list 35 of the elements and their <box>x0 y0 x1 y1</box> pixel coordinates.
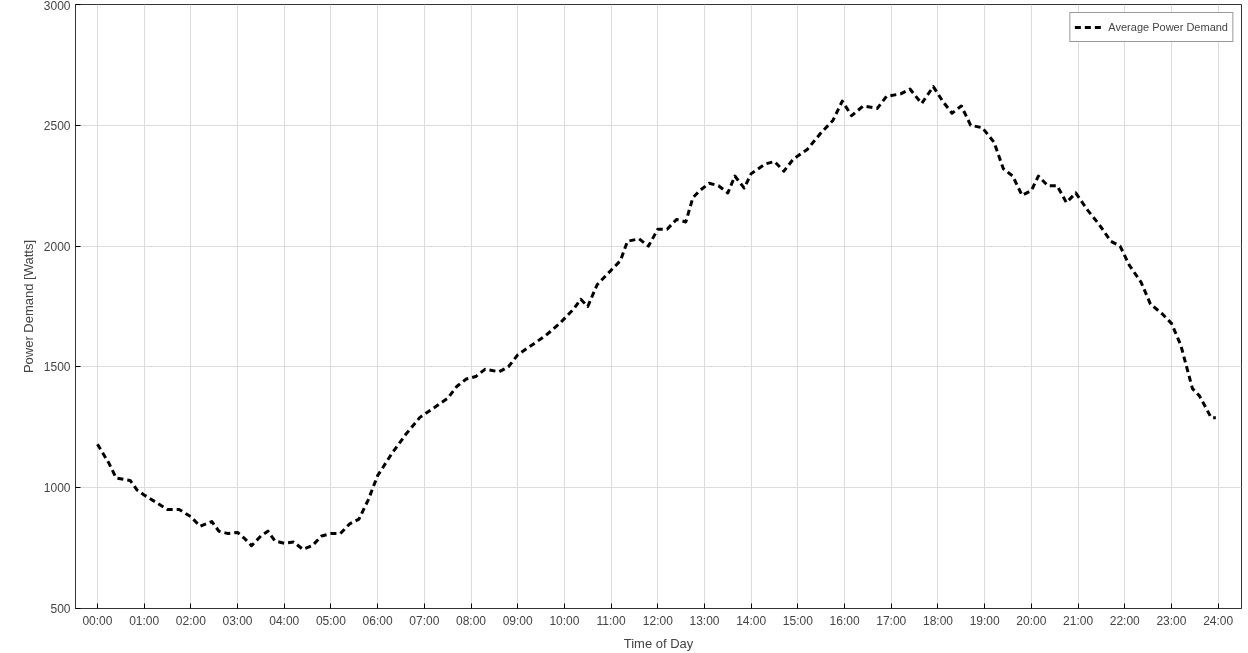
x-tick-label: 04:00 <box>269 613 300 628</box>
x-tick-label: 24:00 <box>1203 613 1234 628</box>
x-tick-label: 18:00 <box>922 613 954 628</box>
x-tick-label: 01:00 <box>129 613 160 628</box>
x-tick-label: 08:00 <box>456 613 487 628</box>
y-tick-label: 2500 <box>43 118 71 133</box>
x-tick-label: 11:00 <box>596 613 626 628</box>
x-tick-label: 02:00 <box>175 613 207 628</box>
line-series <box>95 85 1218 551</box>
y-axis-title: Power Demand [Watts] <box>20 239 36 374</box>
x-tick-label: 15:00 <box>782 613 814 628</box>
x-tick-label: 07:00 <box>409 613 440 628</box>
y-tick-label: 1500 <box>43 360 71 375</box>
legend-label: Average Power Demand <box>1108 21 1228 33</box>
x-tick-label: 21:00 <box>1063 613 1094 628</box>
x-tick-label: 06:00 <box>362 613 393 628</box>
x-tick-label: 17:00 <box>876 613 907 628</box>
y-tick-label: 500 <box>50 602 71 616</box>
x-tick-label: 20:00 <box>1016 613 1047 628</box>
y-tick-label: 1000 <box>43 481 71 496</box>
x-tick-label: 12:00 <box>642 613 674 628</box>
x-tick-label: 13:00 <box>689 613 720 628</box>
x-tick-label: 03:00 <box>222 613 253 628</box>
x-tick-label: 00:00 <box>82 613 113 628</box>
x-tick-label: 16:00 <box>829 613 860 628</box>
x-tick-label: 23:00 <box>1156 613 1187 628</box>
x-tick-label: 09:00 <box>502 613 534 628</box>
y-tick-label: 2000 <box>43 239 71 254</box>
x-tick-label: 10:00 <box>549 613 580 628</box>
x-axis-title: Time of Day <box>623 635 694 651</box>
x-tick-label: 05:00 <box>315 613 347 628</box>
y-tick-label: 3000 <box>43 0 71 13</box>
x-tick-label: 14:00 <box>736 613 767 628</box>
x-tick-label: 22:00 <box>1109 613 1141 628</box>
x-tick-label: 19:00 <box>969 613 1001 628</box>
